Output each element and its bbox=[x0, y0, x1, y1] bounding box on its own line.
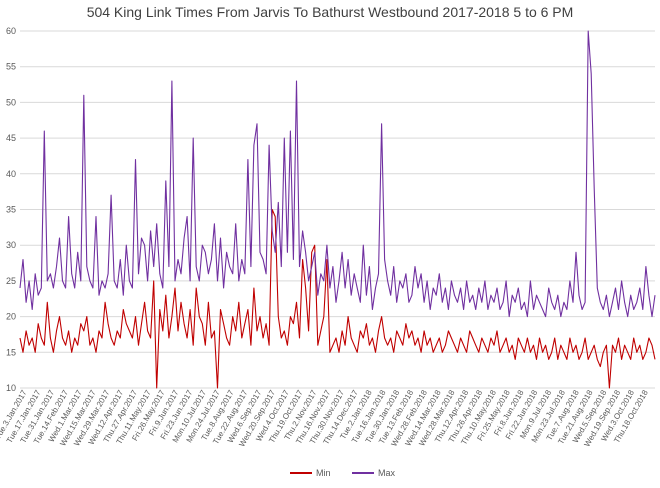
y-tick-label: 20 bbox=[6, 312, 16, 322]
legend-label-max: Max bbox=[378, 468, 396, 478]
y-tick-label: 35 bbox=[6, 205, 16, 215]
x-tick-labels: Tue.3.Jan.2017Tue.17.Jan.2017Tue.31.Jan.… bbox=[0, 388, 650, 448]
legend-label-min: Min bbox=[316, 468, 331, 478]
y-tick-label: 55 bbox=[6, 62, 16, 72]
chart-title: 504 King Link Times From Jarvis To Bathu… bbox=[86, 4, 574, 20]
y-tick-label: 45 bbox=[6, 133, 16, 143]
series-line-min bbox=[19, 208, 656, 389]
y-tick-label: 60 bbox=[6, 26, 16, 36]
grid-layer bbox=[20, 30, 655, 389]
series-layer bbox=[19, 30, 656, 389]
y-tick-label: 15 bbox=[6, 347, 16, 357]
y-tick-label: 30 bbox=[6, 240, 16, 250]
y-tick-label: 25 bbox=[6, 276, 16, 286]
y-tick-labels: 10 15 20 25 30 35 40 45 50 55 60 bbox=[6, 26, 16, 393]
y-tick-label: 50 bbox=[6, 97, 16, 107]
series-line-max bbox=[19, 30, 656, 318]
legend: Min Max bbox=[290, 468, 396, 478]
y-tick-label: 10 bbox=[6, 383, 16, 393]
y-tick-label: 40 bbox=[6, 169, 16, 179]
